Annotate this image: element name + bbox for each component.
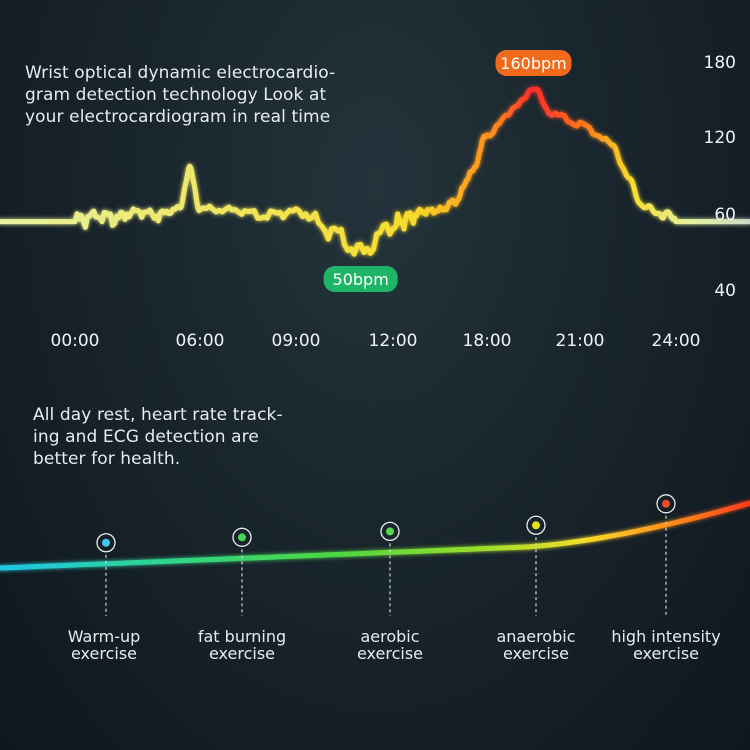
x-tick-label: 21:00 xyxy=(556,331,605,351)
x-tick-label: 00:00 xyxy=(51,331,100,351)
y-tick-label: 40 xyxy=(714,281,736,301)
x-tick-label: 06:00 xyxy=(176,331,225,351)
tracking-description: All day rest, heart rate track- ing and … xyxy=(33,405,283,469)
ecg-description: Wrist optical dynamic electrocardio- gra… xyxy=(25,63,336,127)
x-tick-label: 09:00 xyxy=(272,331,321,351)
zone-label: high intensity exercise xyxy=(611,627,720,663)
x-tick-label: 12:00 xyxy=(369,331,418,351)
x-tick-label: 24:00 xyxy=(652,331,701,351)
zone-label: fat burning exercise xyxy=(198,627,286,663)
peak-bpm-badge: 160bpm xyxy=(495,50,572,76)
y-tick-label: 60 xyxy=(714,205,736,225)
zone-marker xyxy=(96,533,116,616)
annotation-label: 160bpm xyxy=(500,54,566,73)
heart-rate-chart: 180 120 60 40 00:00 06:00 09:00 12:00 18:00 21:00… xyxy=(0,50,750,351)
y-tick-label: 120 xyxy=(704,128,736,148)
x-tick-label: 18:00 xyxy=(463,331,512,351)
exercise-zone-chart: Warm-up exercise fat burning exercise aerobi… xyxy=(0,494,750,663)
heart-rate-panel: Wrist optical dynamic electrocardio- gra… xyxy=(0,50,750,351)
zone-marker xyxy=(656,494,676,616)
annotation-label: 50bpm xyxy=(333,270,389,289)
heart-rate-series-line xyxy=(0,86,750,257)
zone-marker xyxy=(232,527,252,616)
y-tick-label: 180 xyxy=(704,53,736,73)
exercise-zone-panel: All day rest, heart rate track- ing and … xyxy=(0,380,750,750)
zone-label: anaerobic exercise xyxy=(496,627,575,663)
exercise-intensity-curve xyxy=(0,500,750,571)
zone-label: Warm-up exercise xyxy=(68,627,141,663)
zone-marker xyxy=(526,515,546,616)
zone-marker xyxy=(380,521,400,616)
zone-label: aerobic exercise xyxy=(357,627,423,663)
low-bpm-badge: 50bpm xyxy=(323,266,398,292)
